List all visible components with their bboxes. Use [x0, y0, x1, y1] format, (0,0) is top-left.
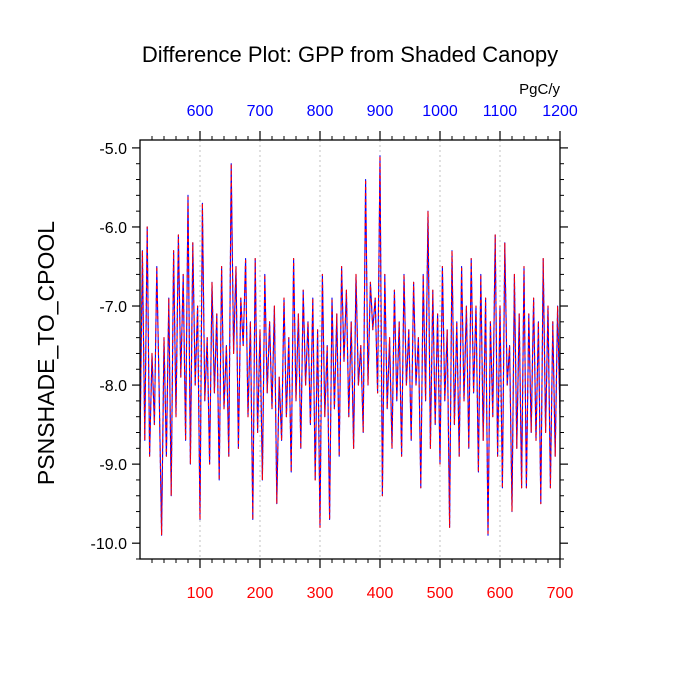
chart-title: Difference Plot: GPP from Shaded Canopy — [142, 42, 558, 67]
y-tick-label: -5.0 — [99, 141, 127, 158]
y-tick-label: -6.0 — [99, 220, 127, 237]
y-tick-label: -10.0 — [91, 536, 128, 553]
top-tick-label: 1000 — [422, 103, 458, 120]
top-tick-label: 800 — [307, 103, 334, 120]
bottom-tick-label: 600 — [487, 585, 514, 602]
top-tick-label: 1200 — [542, 103, 578, 120]
plot-border — [139, 139, 561, 560]
top-tick-label: 1100 — [483, 103, 518, 120]
top-tick-label: 700 — [247, 103, 274, 120]
y-axis-label: PSNSHADE_TO_CPOOL — [33, 221, 59, 485]
bottom-tick-label: 400 — [367, 585, 394, 602]
top-tick-label: 600 — [187, 103, 214, 120]
series-line-2 — [139, 155, 561, 536]
bottom-tick-label: 300 — [307, 585, 334, 602]
bottom-tick-label: 100 — [187, 585, 214, 602]
plot-frame — [136, 136, 564, 563]
y-axis-ticks: -5.0 -6.0 -7.0 -8.0 -9.0 -10.0 — [91, 141, 568, 553]
bottom-tick-label: 700 — [547, 585, 574, 602]
top-tick-label: 900 — [367, 103, 394, 120]
bottom-axis-ticks: 100 200 300 400 500 600 700 — [187, 559, 574, 602]
bottom-tick-label: 500 — [427, 585, 454, 602]
y-tick-label: -8.0 — [99, 378, 127, 395]
y-tick-label: -9.0 — [99, 457, 127, 474]
top-axis-unit: PgC/y — [519, 81, 560, 98]
y-tick-label: -7.0 — [99, 299, 127, 316]
series-lines — [139, 155, 561, 536]
bottom-tick-label: 200 — [247, 585, 274, 602]
top-axis-ticks: 600 700 800 900 1000 1100 1200 — [187, 103, 578, 140]
